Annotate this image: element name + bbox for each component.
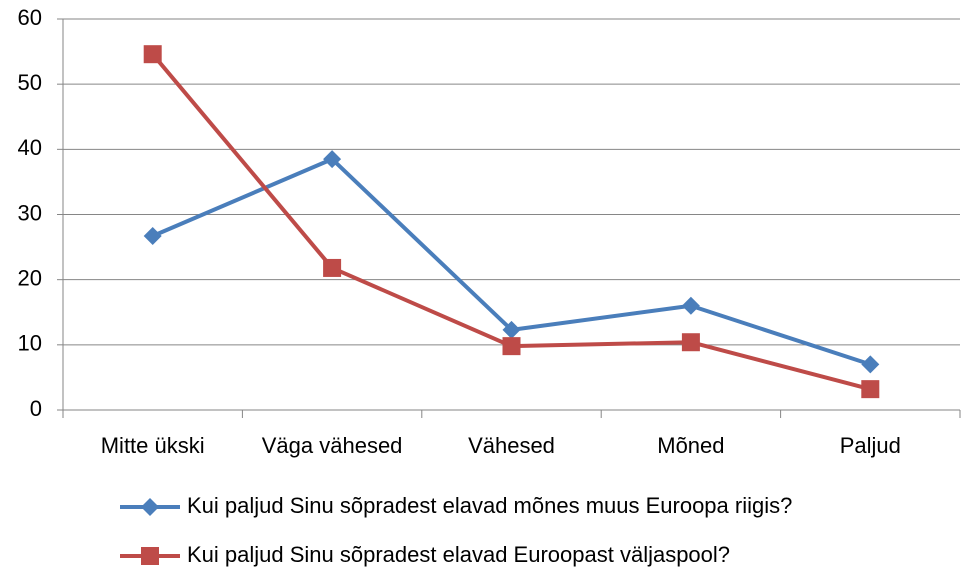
data-point (861, 355, 880, 374)
data-point (681, 333, 700, 352)
data-point (323, 258, 342, 277)
x-tick-label: Vähesed (468, 433, 555, 458)
y-tick-label: 60 (18, 5, 42, 30)
x-tick-label: Mõned (657, 433, 724, 458)
data-point (143, 227, 162, 246)
y-tick-label: 40 (18, 135, 42, 160)
data-point (502, 337, 521, 356)
data-point (861, 380, 880, 399)
legend-label: Kui paljud Sinu sõpradest elavad Euroopa… (187, 542, 730, 567)
y-tick-label: 20 (18, 265, 42, 290)
y-tick-label: 10 (18, 331, 42, 356)
y-tick-label: 30 (18, 200, 42, 225)
data-point (141, 498, 159, 516)
x-tick-label: Paljud (840, 433, 901, 458)
x-tick-label: Väga vähesed (262, 433, 403, 458)
data-point (141, 547, 159, 565)
data-point (143, 45, 162, 64)
y-tick-label: 0 (30, 396, 42, 421)
legend-label: Kui paljud Sinu sõpradest elavad mõnes m… (187, 493, 792, 518)
data-point (681, 296, 700, 315)
y-tick-label: 50 (18, 70, 42, 95)
data-point (323, 150, 342, 169)
data-point (502, 320, 521, 339)
x-tick-label: Mitte ükski (101, 433, 205, 458)
